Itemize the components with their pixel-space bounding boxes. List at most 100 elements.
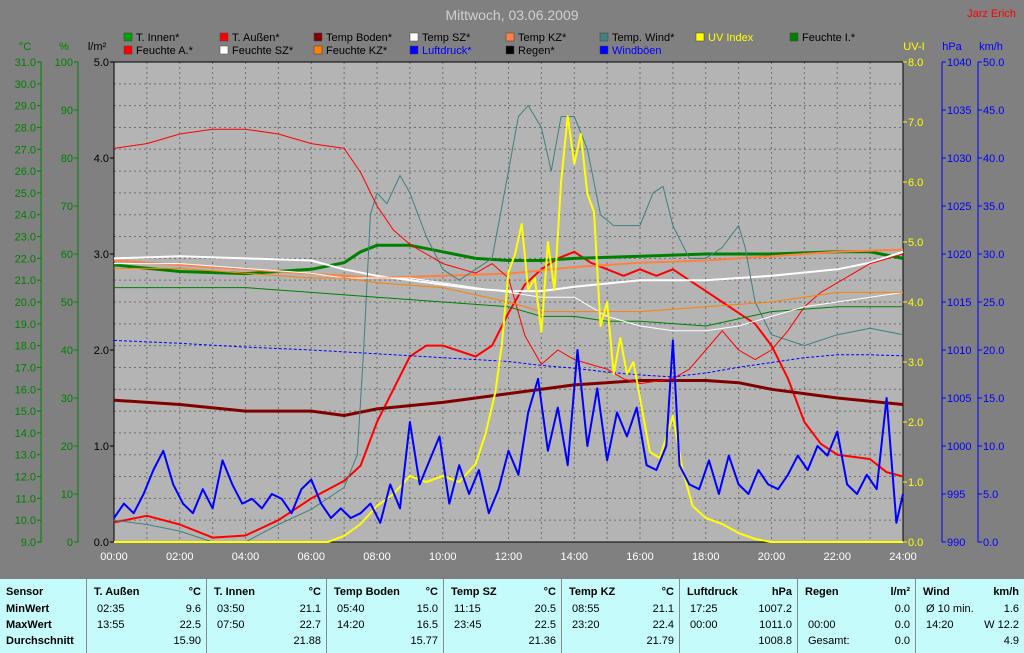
stats-max-time: 14:20 — [926, 619, 954, 631]
temp-tick-label: 27.0 — [15, 144, 36, 156]
stats-max-value: 22.5 — [179, 619, 201, 631]
humidity-tick-label: 100 — [55, 57, 73, 69]
temp-tick-label: 28.0 — [15, 122, 36, 134]
temp-tick-label: 22.0 — [15, 253, 36, 265]
rain-tick-label: 5.0 — [94, 57, 109, 69]
stats-average-value: 4.9 — [1003, 635, 1019, 647]
stats-sensor-name: Regen — [805, 586, 839, 598]
stats-min-time: 11:15 — [454, 603, 481, 615]
rain-tick-label: 1.0 — [94, 441, 109, 453]
stats-sensor-unit: °C — [661, 586, 674, 598]
legend-swatch — [123, 32, 133, 42]
uv-tick-label: 0.0 — [908, 537, 923, 549]
series-line-feuchte-a — [113, 128, 904, 385]
legend-swatch — [313, 45, 323, 55]
temp-tick-label: 9.0 — [21, 537, 36, 549]
time-tick-label: 10:00 — [429, 551, 457, 563]
series-line-temp-wind — [113, 105, 904, 543]
stats-min-time: 08:55 — [572, 603, 600, 615]
stats-sensor-name: Wind — [923, 586, 950, 598]
temp-tick-label: 24.0 — [15, 210, 36, 222]
legend-item: Temp. Wind* — [612, 32, 675, 44]
statistics-panel: Sensor MinWert MaxWert Durchschnitt T. A… — [0, 579, 1024, 653]
time-tick-label: 08:00 — [363, 551, 391, 563]
stats-column: Temp Boden °C 05:40 15.0 14:20 16.5 15.77 — [326, 579, 444, 653]
stats-max-value: 22.5 — [534, 619, 556, 631]
legend-item: Temp Boden* — [326, 32, 393, 44]
pressure-tick-label: 1020 — [947, 249, 971, 261]
time-tick-label: 04:00 — [232, 551, 260, 563]
stats-sensor-unit: km/h — [993, 586, 1019, 598]
stats-max-time: 14:20 — [337, 619, 365, 631]
series-line-t-innen — [113, 243, 904, 276]
legend-swatch — [219, 45, 229, 55]
wind-axis-unit: km/h — [979, 41, 1003, 53]
stats-row-labels: Sensor MinWert MaxWert Durchschnitt — [0, 579, 85, 653]
uv-tick-label: 7.0 — [908, 117, 923, 129]
stats-column: Regen l/m² 0.0 00:00 0.0 Gesamt: 0.0 — [797, 579, 916, 653]
temp-tick-label: 12.0 — [15, 472, 36, 484]
uv-tick-label: 2.0 — [908, 417, 923, 429]
humidity-tick-label: 0 — [67, 537, 73, 549]
legend-swatch — [409, 32, 419, 42]
uv-tick-label: 8.0 — [908, 57, 923, 69]
temp-tick-label: 14.0 — [15, 428, 36, 440]
stats-max-time: 07:50 — [217, 619, 245, 631]
rain-tick-label: 2.0 — [94, 345, 109, 357]
stats-column: T. Innen °C 03:50 21.1 07:50 22.7 21.88 — [206, 579, 327, 653]
stats-sensor-name: Temp KZ — [569, 586, 616, 598]
temp-tick-label: 31.0 — [15, 57, 36, 69]
temp-tick-label: 26.0 — [15, 166, 36, 178]
stats-sensor-unit: °C — [543, 586, 556, 598]
stats-average-value: 0.0 — [894, 635, 910, 647]
humidity-tick-label: 70 — [61, 201, 73, 213]
stats-max-time: 00:00 — [808, 619, 836, 631]
weather-chart: Mittwoch, 03.06.2009 Jarz Erich T. Innen* T… — [15, 7, 1016, 563]
stats-avg-label: Durchschnitt — [6, 635, 74, 647]
humidity-tick-label: 10 — [61, 489, 73, 501]
temp-tick-label: 13.0 — [15, 450, 36, 462]
pressure-tick-label: 1030 — [947, 153, 971, 165]
stats-min-value: 9.6 — [185, 603, 201, 615]
time-tick-label: 02:00 — [166, 551, 194, 563]
stats-column: Wind km/h Ø 10 min. 1.6 14:20 W 12.2 4.9 — [915, 579, 1024, 653]
wind-tick-label: 15.0 — [983, 393, 1004, 405]
wind-tick-label: 20.0 — [983, 345, 1004, 357]
legend-item: Temp SZ* — [422, 32, 471, 44]
stats-min-time: 03:50 — [217, 603, 245, 615]
wind-tick-label: 0.0 — [983, 537, 998, 549]
uv-tick-label: 6.0 — [908, 177, 923, 189]
stats-column: Luftdruck hPa 17:25 1007.2 00:00 1011.0 1008.8 — [679, 579, 798, 653]
legend-swatch — [409, 45, 419, 55]
legend-item: Feuchte SZ* — [232, 45, 294, 57]
legend-item: Feuchte I.* — [802, 32, 856, 44]
stats-sensor-header: Sensor — [6, 586, 44, 598]
stats-max-value: W 12.2 — [984, 619, 1019, 631]
series-line-temp-boden — [113, 379, 904, 417]
uv-tick-label: 4.0 — [908, 297, 923, 309]
stats-average-value: 1008.8 — [758, 635, 792, 647]
legend-item: UV Index — [708, 32, 754, 44]
stats-max-value: 22.4 — [652, 619, 674, 631]
stats-sensor-name: Temp Boden — [334, 586, 400, 598]
stats-column: T. Außen °C 02:35 9.6 13:55 22.5 15.90 — [86, 579, 207, 653]
stats-column: Temp SZ °C 11:15 20.5 23:45 22.5 21.36 — [443, 579, 562, 653]
stats-min-value: 0.0 — [894, 603, 910, 615]
humidity-tick-label: 50 — [61, 297, 73, 309]
rain-tick-label: 0.0 — [94, 537, 109, 549]
time-tick-label: 00:00 — [100, 551, 128, 563]
temp-tick-label: 30.0 — [15, 79, 36, 91]
stats-max-label: MaxWert — [6, 619, 52, 631]
stats-average-value: 15.77 — [410, 635, 438, 647]
temp-tick-label: 19.0 — [15, 319, 36, 331]
legend-item: Temp KZ* — [518, 32, 567, 44]
rain-tick-label: 4.0 — [94, 153, 109, 165]
temp-tick-label: 10.0 — [15, 515, 36, 527]
time-tick-label: 06:00 — [297, 551, 325, 563]
stats-min-time: 05:40 — [337, 603, 365, 615]
stats-sensor-name: Temp SZ — [451, 586, 497, 598]
stats-total-label: Gesamt: — [808, 635, 850, 647]
temp-tick-label: 29.0 — [15, 101, 36, 113]
stats-min-value: 20.5 — [534, 603, 556, 615]
stats-average-value: 21.36 — [528, 635, 556, 647]
